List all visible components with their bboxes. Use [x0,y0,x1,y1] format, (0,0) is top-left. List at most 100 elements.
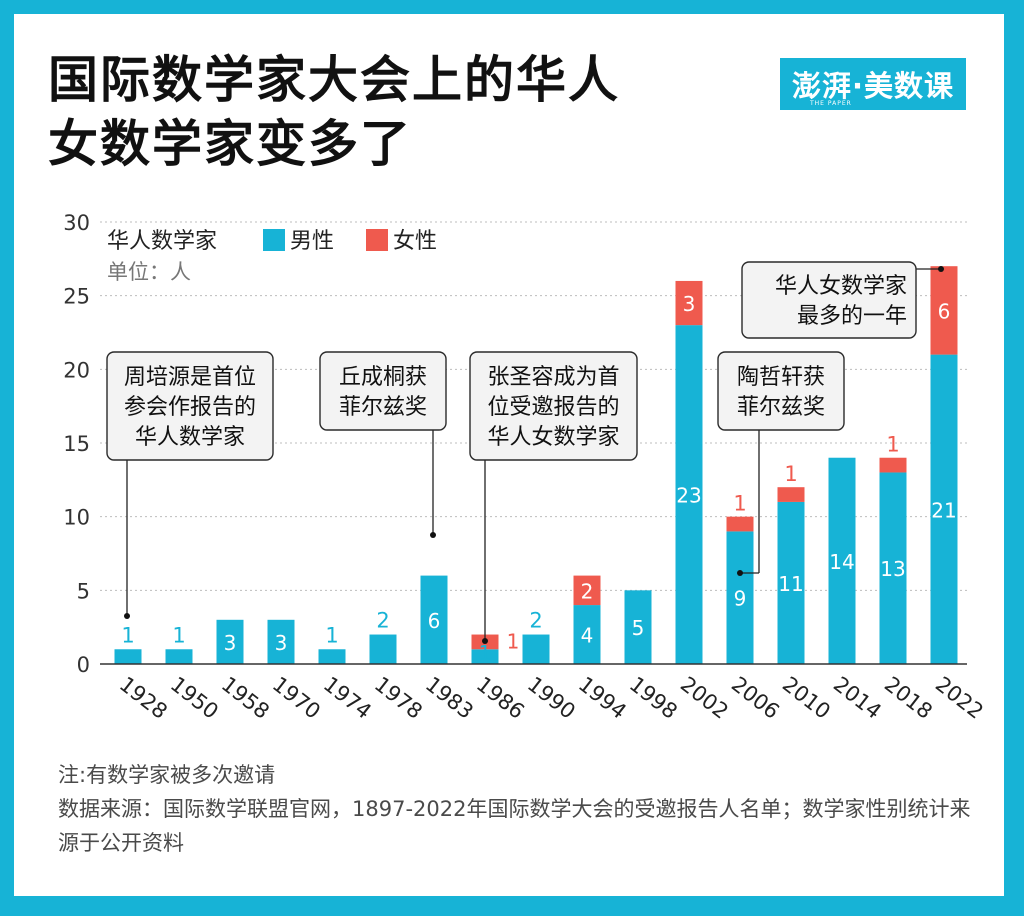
data-label-female: 1 [784,462,797,486]
annotation-dot [737,570,743,576]
data-label-female: 2 [581,579,594,603]
bar-male [930,354,958,664]
bar-male [828,457,856,664]
data-label-male: 3 [275,631,288,655]
data-label-male: 3 [224,631,237,655]
annotation-box [741,261,917,339]
x-tick-label: 1990 [523,672,580,724]
annotation-text: 华人数学家 [135,425,245,450]
x-tick-label: 2022 [931,672,988,724]
y-tick-label: 0 [77,653,90,677]
annotation-text: 华人女数学家 [775,274,907,299]
annotation-text: 菲尔兹奖 [339,395,427,420]
data-label-male: 13 [880,557,905,581]
bar-male [879,472,907,664]
annotation-dot [124,613,130,619]
annotation-dot [430,532,436,538]
bar-female [573,575,601,606]
data-label-male: 9 [734,587,747,611]
annotation-text: 陶哲轩获 [737,365,825,390]
annotation-box [106,351,274,461]
bar-male [624,590,652,664]
annotation-text: 位受邀报告的 [487,395,619,420]
bar-male [216,619,244,664]
bar-male [726,531,754,664]
x-tick-label: 1958 [217,672,274,724]
bar-female [930,266,958,355]
y-tick-label: 10 [63,506,90,530]
annotation-box [319,351,447,431]
x-tick-label: 2010 [778,672,835,724]
bar-male [777,501,805,664]
x-tick-label: 2006 [727,672,784,724]
page-title: 国际数学家大会上的华人 女数学家变多了 [48,48,620,176]
x-tick-label: 1986 [472,672,529,724]
data-label-male: 6 [428,609,441,633]
legend-label-female: 女性 [393,229,437,254]
title-line-2: 女数学家变多了 [48,115,412,173]
data-label-male: 14 [829,550,854,574]
x-tick-label: 1983 [421,672,478,724]
x-tick-label: 1970 [268,672,325,724]
data-label-male: 23 [676,484,701,508]
bar-female [777,487,805,502]
bar-female [879,457,907,473]
bar-male [573,605,601,664]
y-tick-label: 25 [63,285,90,309]
data-label-female: 6 [938,299,951,323]
bar-male [318,649,346,664]
x-tick-label: 1994 [574,672,631,724]
x-tick-label: 2018 [880,672,937,724]
data-label-female: 1 [886,433,899,457]
annotation-text: 华人女数学家 [487,425,619,450]
legend-swatch-male [263,229,285,251]
data-label-male: 11 [778,572,803,596]
brand-subtitle: THE PAPER [810,100,852,107]
x-tick-label: 2014 [829,672,886,724]
data-label-female: 3 [683,292,696,316]
annotation-text: 张圣容成为首 [487,365,619,390]
data-label-male: 1 [121,623,134,647]
x-tick-label: 2002 [676,672,733,724]
bar-male [522,634,550,664]
annotation-box [717,351,845,431]
data-label-male: 4 [581,624,594,648]
data-label-male: 5 [632,616,645,640]
bar-male [369,634,397,664]
title-line-1: 国际数学家大会上的华人 [48,51,620,109]
annotation-text: 丘成桐获 [339,365,427,390]
annotation-text: 参会作报告的 [124,395,256,420]
x-tick-label: 1974 [319,672,376,724]
x-tick-label: 1978 [370,672,427,724]
bar-male [420,575,448,664]
y-tick-label: 30 [63,211,90,235]
legend-title: 华人数学家 [107,229,217,254]
bar-male [267,619,295,664]
annotation-box [469,351,638,461]
data-label-male: 1 [479,641,492,665]
data-label-male: 21 [931,498,956,522]
x-tick-label: 1928 [115,672,172,724]
data-label-female: 1 [733,492,746,516]
footer-notes: 注:有数学家被多次邀请 数据来源：国际数学联盟官网，1897-2022年国际数学… [58,758,978,860]
legend-swatch-female [366,229,388,251]
data-label-male: 2 [529,609,542,633]
brand-name: 澎湃·美数课 [791,69,955,103]
x-tick-label: 1950 [166,672,223,724]
data-label-male: 1 [325,623,338,647]
data-label-male: 1 [172,623,185,647]
data-label-female: 1 [507,630,520,654]
brand-logo: 澎湃·美数课 THE PAPER [780,58,966,110]
bar-female [675,280,703,326]
footer-source: 数据来源：国际数学联盟官网，1897-2022年国际数学大会的受邀报告人名单；数… [58,797,971,855]
data-label-male: 2 [376,609,389,633]
unit-label: 单位：人 [107,260,191,284]
annotation-text: 周培源是首位 [124,365,256,390]
annotation-dot [938,266,944,272]
annotation-text: 菲尔兹奖 [737,395,825,420]
y-tick-label: 20 [63,358,90,382]
x-tick-label: 1998 [625,672,682,724]
bar-male [165,649,193,664]
annotation-text: 最多的一年 [797,304,907,329]
